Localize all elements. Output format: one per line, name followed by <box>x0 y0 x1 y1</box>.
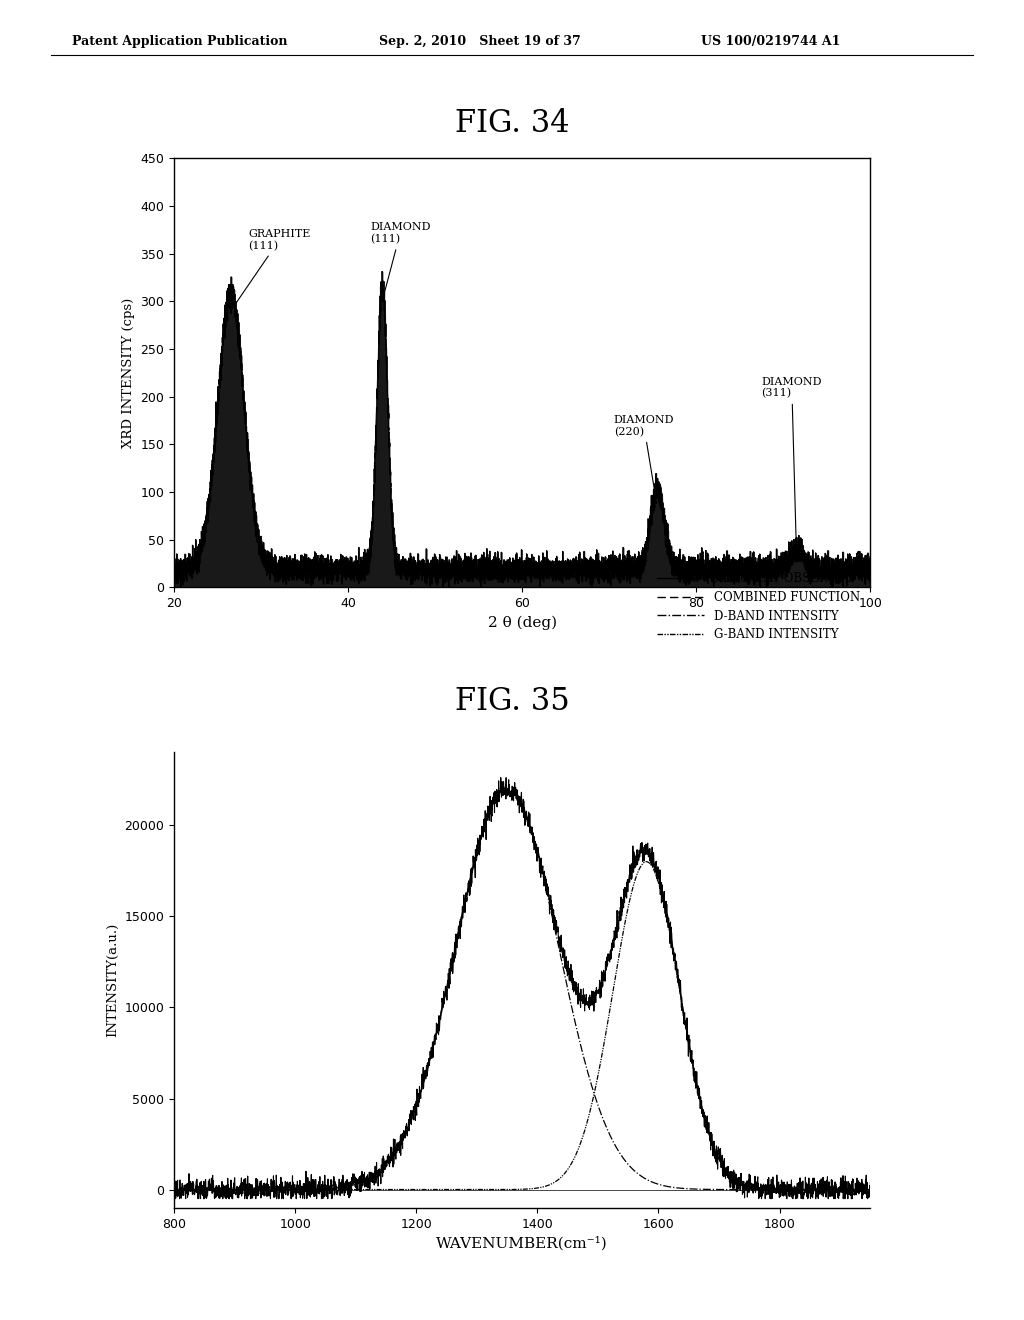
Line: G-BAND INTENSITY: G-BAND INTENSITY <box>174 862 870 1189</box>
D-BAND INTENSITY <box>289 1181 301 1197</box>
G-BAND INTENSITY <box>465 1181 477 1197</box>
Text: Sep. 2, 2010   Sheet 19 of 37: Sep. 2, 2010 Sheet 19 of 37 <box>379 34 581 48</box>
D-BAND INTENSITY <box>851 1181 863 1197</box>
COMBINED FUNCTION <box>776 1181 788 1197</box>
Line: D-BAND INTENSITY: D-BAND INTENSITY <box>174 789 870 1189</box>
D-BAND INTENSITY <box>248 1181 260 1197</box>
Y-axis label: XRD INTENSITY (cps): XRD INTENSITY (cps) <box>122 298 135 447</box>
COMBINED FUNCTION <box>289 1181 301 1197</box>
G-BAND INTENSITY <box>435 1181 447 1197</box>
COMBINED FUNCTION <box>864 1181 877 1197</box>
ACTUALLY OBSERVED <box>169 1191 181 1206</box>
Text: US 100/0219744 A1: US 100/0219744 A1 <box>701 34 841 48</box>
G-BAND INTENSITY <box>168 1181 180 1197</box>
G-BAND INTENSITY <box>248 1181 260 1197</box>
COMBINED FUNCTION <box>435 1006 447 1022</box>
Text: FIG. 35: FIG. 35 <box>455 686 569 717</box>
COMBINED FUNCTION <box>168 1181 180 1197</box>
Line: ACTUALLY OBSERVED: ACTUALLY OBSERVED <box>174 777 870 1199</box>
G-BAND INTENSITY <box>864 1181 877 1197</box>
G-BAND INTENSITY <box>851 1181 863 1197</box>
COMBINED FUNCTION <box>465 867 477 883</box>
G-BAND INTENSITY <box>289 1181 301 1197</box>
ACTUALLY OBSERVED <box>168 1180 180 1196</box>
COMBINED FUNCTION <box>851 1181 863 1197</box>
Y-axis label: INTENSITY(a.u.): INTENSITY(a.u.) <box>105 923 119 1038</box>
G-BAND INTENSITY <box>640 854 652 870</box>
ACTUALLY OBSERVED <box>289 1183 301 1199</box>
G-BAND INTENSITY <box>776 1181 788 1197</box>
COMBINED FUNCTION <box>501 781 513 797</box>
ACTUALLY OBSERVED <box>851 1184 863 1200</box>
Legend: ACTUALLY OBSERVED, COMBINED FUNCTION, D-BAND INTENSITY, G-BAND INTENSITY: ACTUALLY OBSERVED, COMBINED FUNCTION, D-… <box>652 568 864 647</box>
Text: GRAPHITE
(111): GRAPHITE (111) <box>232 228 310 309</box>
ACTUALLY OBSERVED <box>776 1188 788 1204</box>
D-BAND INTENSITY <box>465 867 477 883</box>
D-BAND INTENSITY <box>435 1006 447 1022</box>
X-axis label: WAVENUMBER(cm⁻¹): WAVENUMBER(cm⁻¹) <box>436 1236 608 1250</box>
Text: DIAMOND
(111): DIAMOND (111) <box>370 222 430 298</box>
ACTUALLY OBSERVED <box>465 861 477 876</box>
ACTUALLY OBSERVED <box>435 1002 447 1018</box>
ACTUALLY OBSERVED <box>248 1181 260 1197</box>
D-BAND INTENSITY <box>776 1181 788 1197</box>
D-BAND INTENSITY <box>168 1181 180 1197</box>
Line: COMBINED FUNCTION: COMBINED FUNCTION <box>174 789 870 1189</box>
Text: DIAMOND
(311): DIAMOND (311) <box>762 376 822 548</box>
D-BAND INTENSITY <box>501 781 513 797</box>
COMBINED FUNCTION <box>248 1181 260 1197</box>
X-axis label: 2 θ (deg): 2 θ (deg) <box>487 615 557 630</box>
ACTUALLY OBSERVED <box>495 770 507 785</box>
ACTUALLY OBSERVED <box>864 1175 877 1191</box>
Text: Patent Application Publication: Patent Application Publication <box>72 34 287 48</box>
Text: DIAMOND
(220): DIAMOND (220) <box>613 414 674 504</box>
Text: FIG. 34: FIG. 34 <box>455 108 569 139</box>
D-BAND INTENSITY <box>864 1181 877 1197</box>
